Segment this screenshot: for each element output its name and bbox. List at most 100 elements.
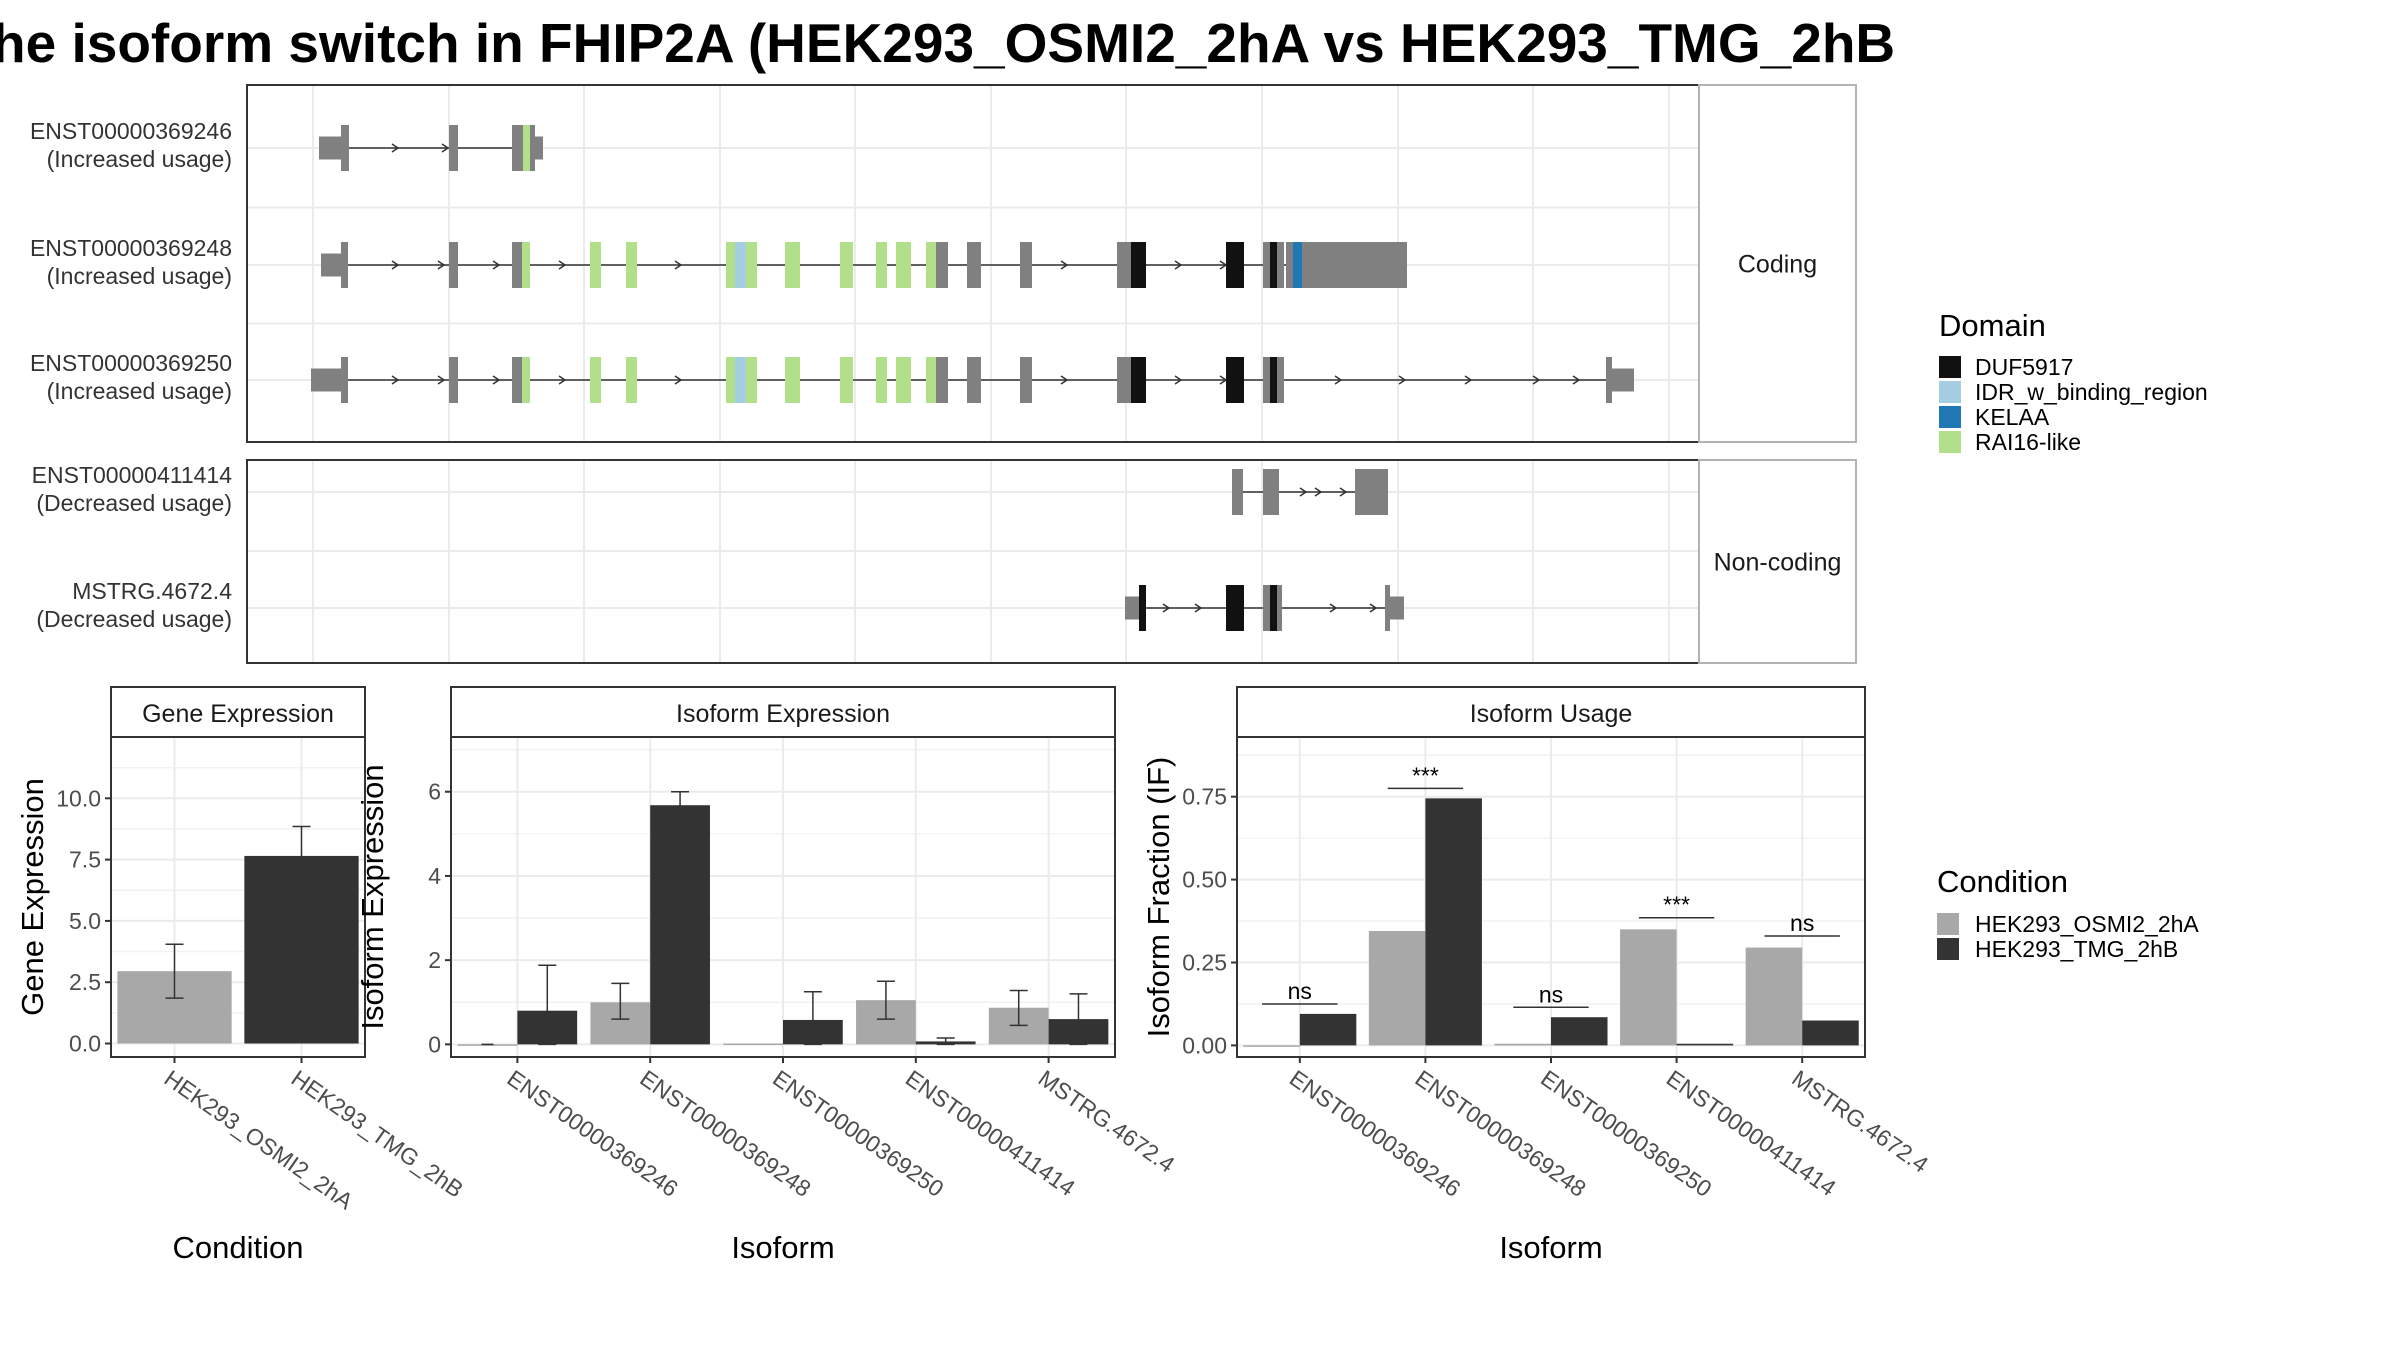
exon-block — [449, 242, 458, 288]
strand-arrow — [441, 143, 450, 153]
exon-block — [936, 242, 948, 288]
domain-legend-title: Domain — [1939, 308, 2046, 343]
strand-arrow — [391, 143, 400, 153]
transcript-id-label: ENST00000369246 — [30, 118, 232, 144]
bar — [1620, 929, 1677, 1046]
legend-swatch — [1939, 381, 1961, 403]
domain-block — [896, 242, 911, 288]
y-axis-title: Isoform Expression — [355, 764, 390, 1029]
y-tick-label: 7.5 — [69, 847, 101, 873]
facet-strip — [110, 686, 366, 738]
domain-block — [876, 357, 887, 403]
domain-block — [1293, 242, 1302, 288]
facet-strip — [1698, 84, 1857, 443]
domain-block — [926, 357, 936, 403]
exon-block — [967, 357, 981, 403]
exon-block — [1020, 242, 1032, 288]
exon-block — [341, 357, 348, 403]
strand-arrow — [1174, 260, 1183, 270]
strand-arrow — [492, 375, 501, 385]
exon-block — [1277, 585, 1282, 631]
bar — [1243, 1045, 1300, 1047]
exon-block — [1125, 596, 1139, 620]
domain-block — [1131, 242, 1146, 288]
legend-label: DUF5917 — [1975, 354, 2073, 380]
domain-block — [726, 242, 735, 288]
panel-background — [247, 460, 1699, 663]
significance-label: ns — [1539, 981, 1563, 1007]
exon-block — [1612, 368, 1634, 392]
y-axis-title: Isoform Fraction (IF) — [1141, 757, 1176, 1038]
bar — [1368, 930, 1426, 1046]
strand-arrow — [1572, 375, 1581, 385]
exon-block — [311, 368, 341, 392]
domain-block — [876, 242, 887, 288]
facet-strip-label: Coding — [1738, 251, 1817, 279]
chart-title: Isoform Expression — [676, 700, 890, 728]
strand-arrow — [1194, 603, 1203, 613]
exon-block — [321, 253, 341, 277]
legend-swatch — [1939, 406, 1961, 428]
strand-arrow — [1329, 603, 1338, 613]
strand-arrow — [1464, 375, 1473, 385]
domain-block — [1226, 242, 1244, 288]
exon-block — [1277, 357, 1284, 403]
transcript-model — [1125, 585, 1404, 631]
structure-panel-non-coding: ENST00000411414(Decreased usage)MSTRG.46… — [32, 459, 1857, 664]
y-tick-label: 0.25 — [1182, 949, 1227, 975]
domain-block — [626, 242, 637, 288]
y-tick-label: 4 — [428, 863, 441, 889]
bar — [1494, 1043, 1551, 1046]
legend-label: KELAA — [1975, 404, 2050, 430]
exon-block — [967, 242, 981, 288]
domain-block — [896, 357, 911, 403]
y-tick-label: 2 — [428, 947, 441, 973]
strand-arrow — [1398, 375, 1407, 385]
domain-block — [735, 357, 746, 403]
exon-block — [1263, 585, 1270, 631]
figure-title: he isoform switch in FHIP2A (HEK293_OSMI… — [0, 12, 1895, 74]
strand-arrow — [1299, 487, 1308, 497]
bar — [650, 805, 710, 1045]
legend-swatch — [1937, 938, 1959, 960]
domain-block — [522, 357, 530, 403]
y-axis-title: Gene Expression — [15, 778, 50, 1016]
domain-block — [926, 242, 936, 288]
exon-block — [1263, 469, 1279, 515]
y-tick-label: 5.0 — [69, 908, 101, 934]
bar — [1802, 1020, 1859, 1046]
x-axis-title: Isoform — [731, 1230, 834, 1265]
transcript-usage-label: (Decreased usage) — [36, 606, 232, 632]
exon-block — [1302, 242, 1306, 288]
domain-block — [590, 357, 601, 403]
legend-label: IDR_w_binding_region — [1975, 379, 2208, 405]
transcript-model — [321, 242, 1407, 288]
exon-block — [512, 125, 523, 171]
chart-title: Isoform Usage — [1470, 700, 1633, 728]
exon-block — [449, 357, 458, 403]
legend-label: HEK293_TMG_2hB — [1975, 936, 2178, 962]
x-tick-label: MSTRG.4672.4 — [1034, 1065, 1180, 1178]
exon-block — [512, 357, 522, 403]
strand-arrow — [1060, 375, 1069, 385]
transcript-model — [319, 125, 543, 171]
chart-isoform-usage: 0.00 0.25 0.50 0.75 ns *** ns *** ns Isoform Usag… — [1141, 686, 1933, 1265]
transcript-id-label: MSTRG.4672.4 — [72, 578, 232, 604]
bar — [1551, 1017, 1608, 1046]
domain-block — [785, 357, 800, 403]
bar — [1745, 947, 1803, 1046]
bar — [244, 855, 359, 1044]
strand-arrow — [1334, 375, 1343, 385]
transcript-model — [1232, 469, 1388, 515]
exon-block — [1286, 242, 1293, 288]
y-tick-label: 2.5 — [69, 969, 101, 995]
y-tick-label: 10.0 — [56, 785, 101, 811]
domain-block — [735, 242, 746, 288]
bar — [1299, 1013, 1357, 1046]
facet-strip — [450, 686, 1116, 738]
domain-block — [1139, 585, 1146, 631]
exon-block — [1263, 242, 1270, 288]
significance-label: *** — [1663, 892, 1690, 918]
strand-arrow — [437, 375, 446, 385]
